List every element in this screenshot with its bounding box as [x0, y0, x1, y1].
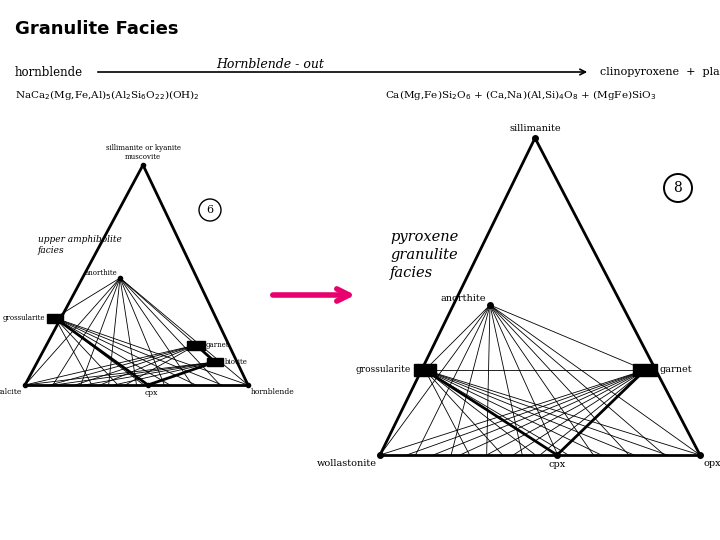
Text: anorthite: anorthite	[84, 269, 117, 277]
Bar	[633, 364, 657, 376]
Text: grossularite: grossularite	[356, 366, 411, 375]
Text: pyroxene
granulite
facies: pyroxene granulite facies	[390, 230, 458, 280]
Bar	[414, 364, 436, 376]
Text: garnet: garnet	[659, 366, 692, 375]
Text: cpx: cpx	[549, 460, 566, 469]
Text: Granulite Facies: Granulite Facies	[15, 20, 179, 38]
Text: hornblende: hornblende	[251, 388, 294, 396]
Text: anorthite: anorthite	[441, 294, 486, 303]
Text: Hornblende - out: Hornblende - out	[216, 58, 324, 71]
Text: 8: 8	[674, 181, 683, 195]
Text: biotite: biotite	[225, 358, 248, 366]
Text: Ca(Mg,Fe)Si$_2$O$_6$ + (Ca,Na)(Al,Si)$_4$O$_8$ + (MgFe)SiO$_3$: Ca(Mg,Fe)Si$_2$O$_6$ + (Ca,Na)(Al,Si)$_4…	[385, 88, 657, 102]
Text: 6: 6	[207, 205, 214, 215]
Text: wollastonite: wollastonite	[317, 459, 377, 468]
Text: calcite: calcite	[0, 388, 22, 396]
Text: NaCa$_2$(Mg,Fe,Al)$_5$(Al$_2$Si$_6$O$_{22}$)(OH)$_2$: NaCa$_2$(Mg,Fe,Al)$_5$(Al$_2$Si$_6$O$_{2…	[15, 88, 199, 102]
Text: clinopyroxene  +  plagioclase  +  opx  +  water: clinopyroxene + plagioclase + opx + wate…	[600, 67, 720, 77]
Bar	[187, 341, 205, 350]
Bar	[207, 358, 223, 366]
Text: upper amphibolite
facies: upper amphibolite facies	[38, 234, 122, 255]
Text: sillimanite: sillimanite	[509, 124, 561, 133]
Text: hornblende: hornblende	[15, 65, 83, 78]
Text: opx: opx	[703, 459, 720, 468]
Text: garnet: garnet	[206, 341, 230, 349]
Bar	[47, 314, 63, 323]
Text: grossularite: grossularite	[2, 314, 45, 322]
Text: cpx: cpx	[144, 389, 158, 397]
Text: sillimanite or kyanite
muscovite: sillimanite or kyanite muscovite	[106, 144, 181, 161]
